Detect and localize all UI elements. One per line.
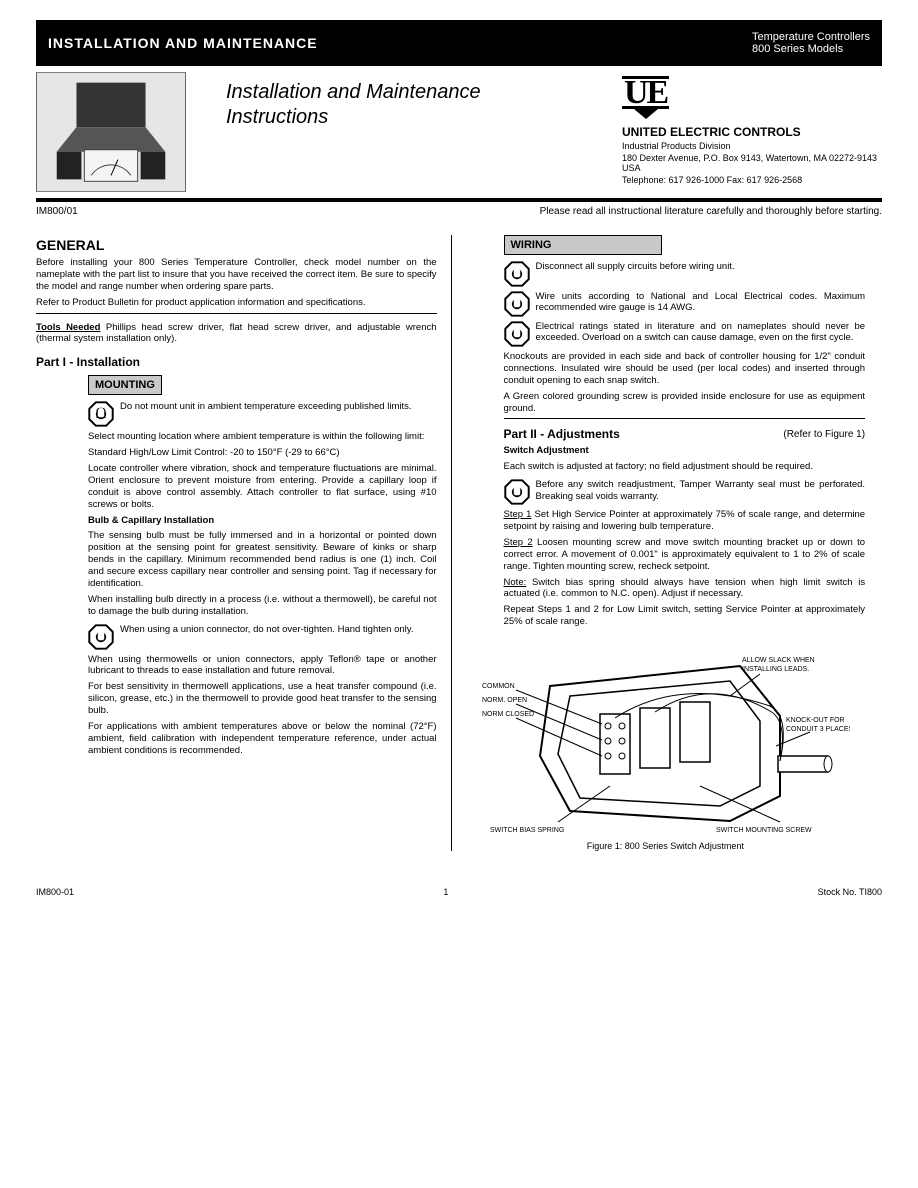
bulb-para5: For applications with ambient temperatur…	[88, 721, 437, 757]
step2: Step 2 Loosen mounting screw and move sw…	[504, 537, 866, 573]
header-mid-line1: Installation and Maintenance	[226, 80, 612, 105]
warn5-block: Before any switch readjustment, Tamper W…	[504, 479, 866, 505]
fig-lbl-common: COMMON	[482, 683, 515, 690]
page-footer: IM800-01 1 Stock No. TI800	[36, 887, 882, 897]
warn1-block: Do not mount unit in ambient temperature…	[88, 401, 437, 427]
note-text: Switch bias spring should always have te…	[504, 577, 866, 600]
doc-code-top: IM800/01	[36, 206, 78, 217]
mount-para1: Select mounting location where ambient t…	[88, 431, 437, 443]
warn3b-block: Wire units according to National and Loc…	[504, 291, 866, 317]
titlebar-right: Temperature Controllers 800 Series Model…	[752, 31, 870, 55]
note-para: Note: Switch bias spring should always h…	[504, 577, 866, 601]
fig-lbl-nclosed: NORM CLOSED	[482, 711, 534, 718]
warn3a-block: Disconnect all supply circuits before wi…	[504, 261, 866, 287]
header-mid: Installation and Maintenance Instruction…	[216, 72, 622, 192]
instruction-note: Please read all instructional literature…	[540, 206, 882, 217]
mount-para3: Locate controller where vibration, shock…	[88, 463, 437, 511]
title-bar: INSTALLATION AND MAINTENANCE Temperature…	[36, 20, 882, 66]
part2-note: (Refer to Figure 1)	[783, 429, 865, 440]
wiring-para2: A Green colored grounding screw is provi…	[504, 391, 866, 415]
stop-icon	[504, 321, 530, 347]
fig-lbl-slack2: INSTALLING LEADS.	[742, 666, 809, 673]
footer-right: Stock No. TI800	[818, 887, 882, 897]
step2-text: Loosen mounting screw and move switch mo…	[504, 537, 866, 572]
right-column: WIRING Disconnect all supply circuits be…	[451, 235, 866, 851]
stop-icon	[88, 401, 114, 427]
fig-lbl-nopen: NORM. OPEN	[482, 697, 527, 704]
wiring-box: WIRING	[504, 235, 663, 255]
warn3a-text: Disconnect all supply circuits before wi…	[536, 261, 735, 287]
switch-adj-para: Each switch is adjusted at factory; no f…	[504, 461, 866, 473]
warn4-block: Electrical ratings stated in literature …	[504, 321, 866, 347]
figure-svg: COMMON NORM. OPEN NORM CLOSED ALLOW SLAC…	[480, 636, 850, 836]
warn4-text: Electrical ratings stated in literature …	[536, 321, 866, 347]
stop-icon	[504, 261, 530, 287]
stop-icon	[88, 624, 114, 650]
warn2-block: When using a union connector, do not ove…	[88, 624, 437, 650]
fig-lbl-mscrew: SWITCH MOUNTING SCREW	[716, 827, 812, 834]
refer-para: Refer to Product Bulletin for product ap…	[36, 297, 437, 309]
general-para: Before installing your 800 Series Temper…	[36, 257, 437, 293]
warn1-text: Do not mount unit in ambient temperature…	[120, 401, 412, 427]
tools-label: Tools Needed	[36, 322, 100, 333]
header-left	[36, 72, 216, 192]
part1-heading: Part I - Installation	[36, 355, 437, 369]
footer-left: IM800-01	[36, 887, 74, 897]
bulb-para3: When using thermowells or union connecto…	[88, 654, 437, 678]
header-mid-line2: Instructions	[226, 105, 612, 130]
fig-lbl-ko1: KNOCK-OUT FOR	[786, 717, 845, 724]
titlebar-right-top: Temperature Controllers	[752, 31, 870, 43]
company-div3: Telephone: 617 926-1000 Fax: 617 926-256…	[622, 175, 882, 185]
step2-label: Step 2	[504, 537, 533, 548]
repeat-para: Repeat Steps 1 and 2 for Low Limit switc…	[504, 604, 866, 628]
step1: Step 1 Set High Service Pointer at appro…	[504, 509, 866, 533]
general-heading: GENERAL	[36, 237, 437, 253]
company-name: UNITED ELECTRIC CONTROLS	[622, 125, 882, 139]
titlebar-right-sub: 800 Series Models	[752, 43, 870, 55]
body-columns: GENERAL Before installing your 800 Serie…	[36, 235, 882, 851]
mid-rule	[36, 313, 437, 314]
ue-logo: UE	[622, 76, 669, 119]
bulb-para2: When installing bulb directly in a proce…	[88, 594, 437, 618]
left-column: GENERAL Before installing your 800 Serie…	[36, 235, 451, 851]
footer-mid: 1	[443, 887, 448, 897]
warn2-text: When using a union connector, do not ove…	[120, 624, 413, 650]
switch-adj-title: Switch Adjustment	[504, 445, 866, 457]
figure-caption: Figure 1: 800 Series Switch Adjustment	[466, 841, 866, 851]
stop-icon	[504, 479, 530, 505]
part2-row: Part II - Adjustments (Refer to Figure 1…	[504, 427, 866, 441]
warn5-text: Before any switch readjustment, Tamper W…	[536, 479, 866, 505]
mid-rule-2	[504, 418, 866, 419]
mounting-box: MOUNTING	[88, 375, 162, 395]
bulb-title: Bulb & Capillary Installation	[88, 515, 437, 527]
subhead-row: IM800/01 Please read all instructional l…	[36, 202, 882, 235]
warn3b-text: Wire units according to National and Loc…	[536, 291, 866, 317]
stop-icon	[504, 291, 530, 317]
mount-para2: Standard High/Low Limit Control: -20 to …	[88, 447, 437, 459]
fig-lbl-slack1: ALLOW SLACK WHEN	[742, 657, 815, 664]
header-right: UE UNITED ELECTRIC CONTROLS Industrial P…	[622, 72, 882, 192]
company-div1: Industrial Products Division	[622, 141, 882, 151]
bulb-para1: The sensing bulb must be fully immersed …	[88, 530, 437, 589]
product-photo	[36, 72, 186, 192]
titlebar-left: INSTALLATION AND MAINTENANCE	[48, 35, 318, 51]
step1-label: Step 1	[504, 509, 532, 520]
note-label: Note:	[504, 577, 527, 588]
fig-lbl-ko2: CONDUIT 3 PLACES	[786, 726, 850, 733]
tools-para: Tools Needed Phillips head screw driver,…	[36, 322, 437, 346]
wiring-para1: Knockouts are provided in each side and …	[504, 351, 866, 387]
step1-text: Set High Service Pointer at approximatel…	[504, 509, 866, 532]
header-row: Installation and Maintenance Instruction…	[36, 66, 882, 192]
figure-1: COMMON NORM. OPEN NORM CLOSED ALLOW SLAC…	[466, 636, 866, 851]
fig-lbl-bias: SWITCH BIAS SPRING	[490, 827, 564, 834]
bulb-para4: For best sensitivity in thermowell appli…	[88, 681, 437, 717]
company-div2: 180 Dexter Avenue, P.O. Box 9143, Watert…	[622, 153, 882, 173]
part2-heading: Part II - Adjustments	[504, 427, 620, 441]
